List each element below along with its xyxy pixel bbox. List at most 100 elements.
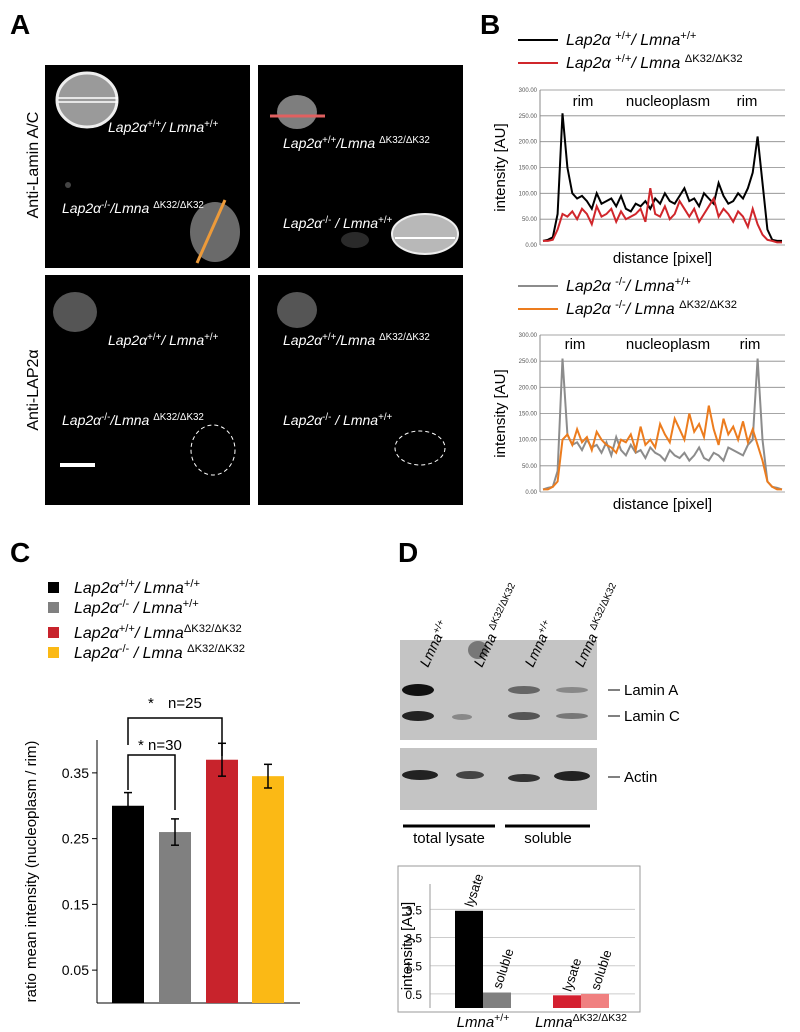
legend-entry: Lap2α -/-/ Lmna+/+ bbox=[566, 276, 691, 295]
superscript: ΔK32/ΔK32 bbox=[685, 53, 743, 65]
y-tick-label: 0.00 bbox=[525, 243, 537, 249]
bar bbox=[455, 910, 483, 1008]
annotation: rim bbox=[573, 93, 594, 110]
x-tick-label: LmnaΔK32/ΔK32 bbox=[535, 1012, 627, 1031]
superscript: +/+ bbox=[680, 30, 696, 42]
text-part: /Lmna bbox=[335, 135, 379, 151]
superscript: -/- bbox=[101, 200, 110, 211]
text-part: Lap2α bbox=[566, 278, 615, 295]
y-tick-label: 3.5 bbox=[405, 903, 422, 917]
text-part: /Lmna bbox=[109, 200, 153, 216]
superscript: -/- bbox=[101, 412, 110, 423]
band bbox=[556, 687, 588, 693]
superscript: +/+ bbox=[322, 135, 336, 146]
y-tick-label: 300.00 bbox=[519, 333, 538, 339]
legend-entry: Lap2α +/+/ Lmna+/+ bbox=[566, 30, 696, 49]
annotation: rim bbox=[737, 93, 758, 110]
fraction-label: total lysate bbox=[413, 830, 485, 847]
genotype-label: Lap2α+/+/Lmna ΔK32/ΔK32 bbox=[283, 332, 430, 349]
genotype-label: Lap2α-/- / Lmna+/+ bbox=[283, 412, 393, 429]
text-part: / Lmna bbox=[630, 32, 680, 49]
annotation: n=25 bbox=[168, 695, 202, 712]
bar bbox=[252, 776, 284, 1003]
band bbox=[554, 771, 590, 781]
text-part: Lap2α bbox=[74, 645, 120, 662]
annotation: nucleoplasm bbox=[626, 336, 710, 353]
y-tick-label: 250.00 bbox=[519, 114, 538, 120]
bar bbox=[112, 805, 144, 1003]
error-bar bbox=[124, 791, 132, 820]
nucleus-outline bbox=[394, 430, 446, 466]
genotype-label: Lap2α-/-/Lmna ΔK32/ΔK32 bbox=[62, 412, 204, 429]
nucleus bbox=[341, 232, 369, 248]
text-part: Lap2α bbox=[566, 32, 615, 49]
text-part: / Lmna bbox=[129, 600, 182, 617]
y-axis-label: intensity [AU] bbox=[399, 902, 416, 990]
text-part: Lap2α bbox=[283, 332, 323, 348]
nucleus bbox=[190, 202, 240, 262]
superscript: ΔK32/ΔK32 bbox=[679, 299, 737, 311]
superscript: +/+ bbox=[494, 1012, 509, 1024]
superscript: -/- bbox=[322, 215, 331, 226]
y-tick-label: 100.00 bbox=[519, 191, 538, 197]
genotype-label: Lap2α+/+/ Lmna+/+ bbox=[108, 332, 219, 349]
text-part: / Lmna bbox=[134, 580, 184, 597]
superscript: ΔK32/ΔK32 bbox=[573, 1012, 627, 1024]
bar-label: lysate bbox=[462, 872, 487, 909]
text-part: / Lmna bbox=[630, 55, 684, 72]
text-part: Lap2α bbox=[283, 412, 323, 428]
annotation: n=30 bbox=[148, 737, 182, 754]
bar bbox=[159, 832, 191, 1003]
superscript: +/+ bbox=[431, 617, 447, 635]
y-axis-label: ratio mean intensity (nucleoplasm / rim) bbox=[23, 741, 40, 1003]
row-label: Anti-LAP2α bbox=[25, 349, 42, 430]
band bbox=[402, 684, 434, 696]
x-axis-label: distance [pixel] bbox=[613, 496, 712, 513]
lane-label: Lmna ΔK32/ΔK32 bbox=[571, 581, 624, 669]
text-part: Lap2α bbox=[566, 55, 615, 72]
text-part: /Lmna bbox=[335, 332, 379, 348]
micrographs bbox=[45, 65, 463, 505]
band bbox=[508, 686, 540, 694]
y-tick-label: 200.00 bbox=[519, 140, 538, 146]
scan-line bbox=[195, 199, 227, 264]
superscript: +/+ bbox=[615, 53, 631, 65]
x-tick-label: Lmna+/+ bbox=[457, 1012, 510, 1031]
superscript: +/+ bbox=[119, 623, 135, 635]
band-label: Lamin C bbox=[624, 708, 680, 725]
error-bar bbox=[264, 763, 272, 789]
panel-label: A bbox=[10, 9, 30, 40]
text-part: Lap2α bbox=[283, 215, 323, 231]
legend-entry: Lap2α-/- / Lmna+/+ bbox=[74, 598, 199, 617]
nucleus-outline bbox=[190, 424, 236, 476]
text-part: / Lmna bbox=[331, 215, 378, 231]
y-tick-label: 0.00 bbox=[525, 490, 537, 496]
text-part: / Lmna bbox=[129, 645, 187, 662]
superscript: ΔK32/ΔK32 bbox=[587, 581, 618, 632]
superscript: +/+ bbox=[204, 332, 218, 343]
significance-bracket bbox=[127, 717, 223, 756]
superscript: ΔK32/ΔK32 bbox=[153, 412, 204, 423]
legend-entry: Lap2α+/+/ Lmna+/+ bbox=[74, 578, 200, 597]
legend-swatch bbox=[48, 602, 59, 613]
text-part: / Lmna bbox=[160, 332, 204, 348]
annotation: nucleoplasm bbox=[626, 93, 710, 110]
text-part: / Lmna bbox=[134, 625, 184, 642]
band bbox=[556, 713, 588, 719]
genotype-label: Lap2α+/+/Lmna ΔK32/ΔK32 bbox=[283, 135, 430, 152]
y-tick-label: 50.00 bbox=[522, 464, 538, 470]
text-part: Lap2α bbox=[566, 301, 615, 318]
superscript: -/- bbox=[615, 299, 626, 311]
significance-bracket bbox=[127, 754, 176, 810]
genotype-label: Lap2α+/+/ Lmna+/+ bbox=[108, 119, 219, 136]
nucleus bbox=[277, 95, 317, 129]
line bbox=[543, 405, 782, 491]
y-tick-label: 150.00 bbox=[519, 412, 538, 418]
superscript: +/+ bbox=[675, 276, 691, 288]
text-part: Lmna bbox=[457, 1014, 495, 1031]
legend-entry: Lap2α +/+/ Lmna ΔK32/ΔK32 bbox=[566, 53, 743, 72]
panel-label: D bbox=[398, 537, 418, 568]
text-part: Lap2α bbox=[74, 580, 120, 597]
x-axis-label: distance [pixel] bbox=[613, 250, 712, 267]
superscript: +/+ bbox=[183, 598, 199, 610]
